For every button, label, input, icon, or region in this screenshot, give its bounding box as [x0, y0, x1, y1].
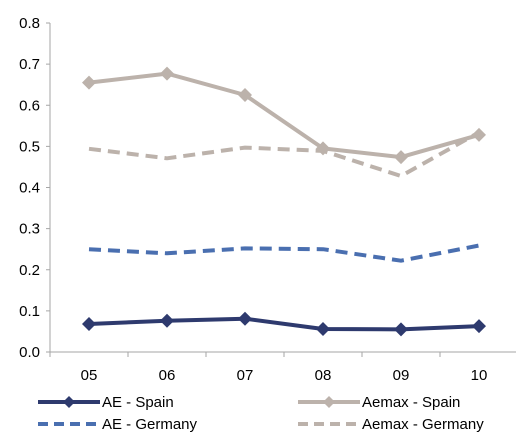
data-point: [394, 322, 408, 337]
series-layer: [82, 66, 486, 337]
y-tick-label: 0.6: [19, 97, 40, 114]
data-point: [472, 127, 486, 142]
series-aemax-germany: [88, 130, 480, 178]
legend-item: Aemax - Spain: [298, 394, 460, 411]
legend-item: AE - Germany: [38, 416, 198, 433]
y-tick-label: 0.3: [19, 221, 40, 238]
x-tick-label: 05: [81, 367, 98, 384]
data-point: [160, 66, 174, 81]
legend-marker: [323, 396, 335, 408]
data-point: [394, 150, 408, 165]
data-point: [82, 317, 96, 332]
legend-label: Aemax - Germany: [362, 416, 484, 433]
y-tick-label: 0.4: [19, 180, 40, 197]
data-point: [238, 311, 252, 326]
y-tick-label: 0.8: [19, 15, 40, 32]
x-tick-label: 06: [159, 367, 176, 384]
legend-label: Aemax - Spain: [362, 394, 460, 411]
y-tick-label: 0.0: [19, 344, 40, 361]
legend-label: AE - Spain: [102, 394, 174, 411]
series-ae-spain: [82, 311, 486, 337]
series-line: [88, 243, 480, 263]
legend-item: Aemax - Germany: [298, 416, 484, 433]
axes: 0.0 0.1 0.2 0.3 0.4 0.5 0.6 0.7 0.8 05 06 07 08 09 10: [19, 15, 516, 384]
data-point: [82, 75, 96, 90]
legend-item: AE - Spain: [38, 394, 174, 411]
legend-marker: [63, 396, 75, 408]
y-tick-label: 0.5: [19, 138, 40, 155]
series-line: [88, 71, 480, 160]
y-tick-label: 0.1: [19, 303, 40, 320]
legend: AE - Spain Aemax - Spain AE - Germany Aemax…: [38, 394, 484, 433]
y-tick-label: 0.2: [19, 262, 40, 279]
legend-label: AE - Germany: [102, 416, 198, 433]
x-tick-label: 08: [315, 367, 332, 384]
data-point: [160, 313, 174, 328]
data-point: [472, 319, 486, 334]
x-tick-label: 07: [237, 367, 254, 384]
series-aemax-spain: [82, 66, 486, 165]
data-point: [316, 141, 330, 156]
x-tick-label: 09: [393, 367, 410, 384]
y-tick-label: 0.7: [19, 56, 40, 73]
series-line: [88, 316, 480, 332]
series-line: [88, 130, 480, 178]
data-point: [238, 87, 252, 102]
data-point: [316, 321, 330, 336]
series-ae-germany: [88, 243, 480, 263]
x-tick-label: 10: [471, 367, 488, 384]
